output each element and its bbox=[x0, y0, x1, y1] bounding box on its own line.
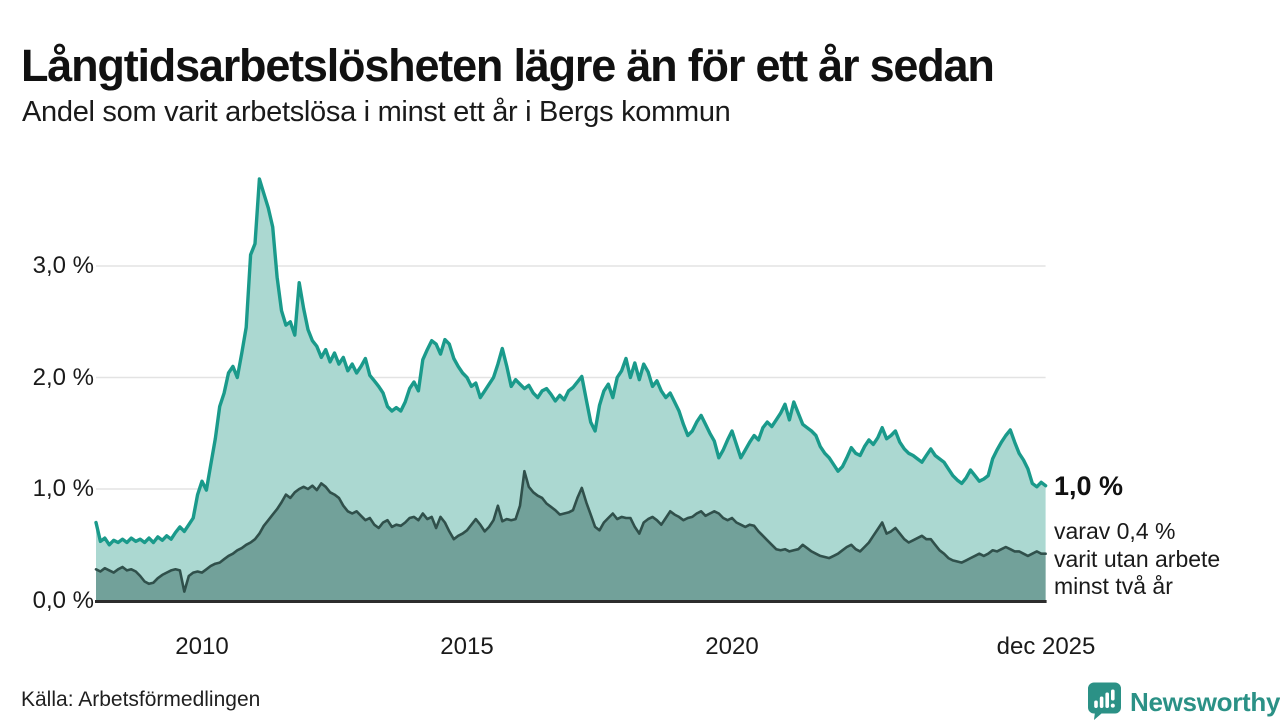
x-axis-label: 2020 bbox=[705, 633, 759, 660]
latest-value-label: 1,0 % bbox=[1054, 471, 1124, 501]
annotation-line: minst två år bbox=[1054, 573, 1173, 599]
newsworthy-wordmark: Newsworthy bbox=[1130, 686, 1280, 717]
annotation-line: varav 0,4 % bbox=[1054, 518, 1176, 544]
x-axis-label: 2010 bbox=[175, 633, 229, 660]
page-title: Långtidsarbetslösheten lägre än för ett … bbox=[21, 40, 995, 92]
y-axis-label: 1,0 % bbox=[32, 475, 94, 502]
series-two-year-line bbox=[94, 469, 1047, 593]
newsworthy-logo: Newsworthy bbox=[1086, 681, 1280, 721]
series-one-year-line bbox=[94, 177, 1048, 547]
y-axis-label: 3,0 % bbox=[32, 252, 94, 279]
newsworthy-bubble-icon bbox=[1088, 682, 1121, 720]
chart-subtitle: Andel som varit arbetslösa i minst ett å… bbox=[22, 96, 731, 128]
x-axis-label: 2015 bbox=[440, 633, 494, 660]
y-axis-label: 2,0 % bbox=[32, 363, 94, 391]
series-two-year-area bbox=[96, 471, 1046, 601]
x-axis-label: dec 2025 bbox=[996, 633, 1096, 660]
source-credit: Källa: Arbetsförmedlingen bbox=[21, 688, 261, 711]
two-year-annotation: varav 0,4 % varit utan arbete minst två … bbox=[1054, 518, 1220, 601]
y-axis-label: 0,0 % bbox=[32, 586, 94, 614]
annotation-line: varit utan arbete bbox=[1054, 545, 1221, 572]
